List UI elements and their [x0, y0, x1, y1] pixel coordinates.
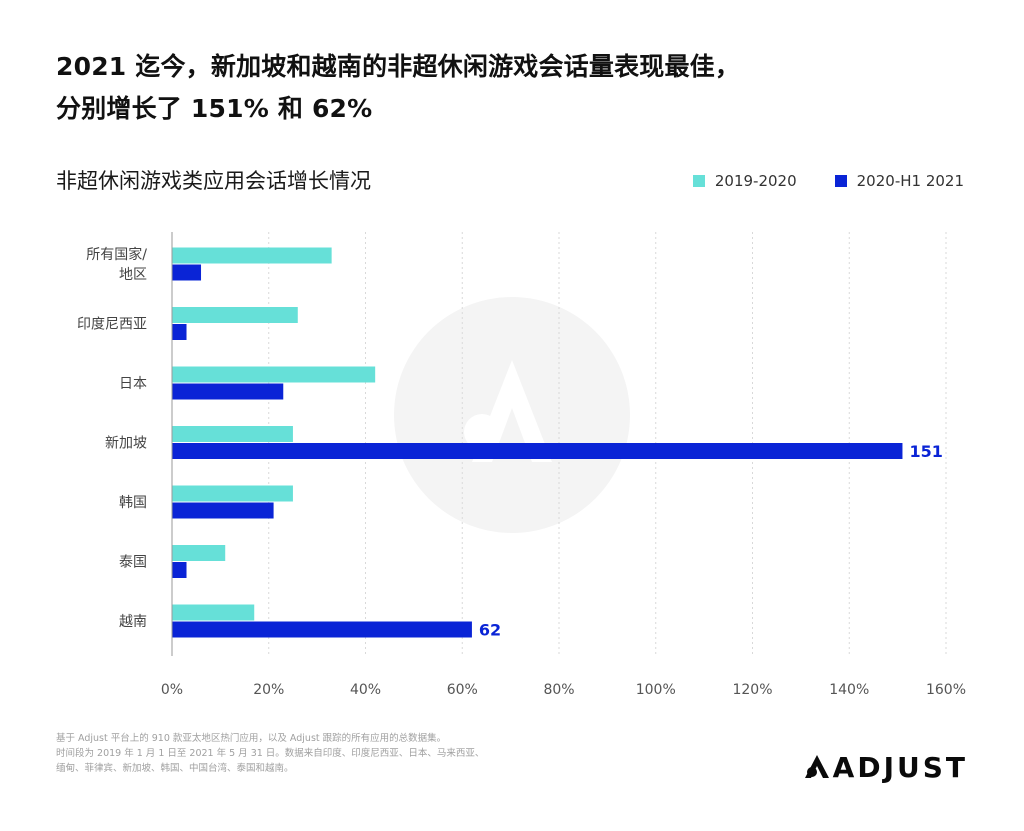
bar — [172, 324, 187, 340]
bar — [172, 307, 298, 323]
bar — [172, 247, 332, 264]
x-tick-label: 160% — [926, 682, 966, 698]
legend-label-2020-h1-2021: 2020-H1 2021 — [856, 172, 964, 190]
adjust-a-icon — [804, 755, 829, 778]
y-category-label: 印度尼西亚 — [77, 317, 147, 333]
legend-item-2019-2020: 2019-2020 — [692, 172, 797, 190]
legend-swatch-2019-2020 — [692, 175, 705, 187]
y-category-label: 越南 — [119, 614, 147, 630]
x-tick-label: 20% — [253, 682, 284, 698]
chart-title: 非超休闲游戏类应用会话增长情况 — [56, 169, 371, 193]
legend-label-2019-2020: 2019-2020 — [714, 172, 797, 190]
bar — [172, 366, 376, 383]
x-tick-label: 80% — [543, 682, 574, 698]
x-tick-label: 40% — [350, 682, 381, 698]
bar — [172, 443, 903, 459]
y-category-label: 地区 — [119, 267, 147, 283]
footnote: 基于 Adjust 平台上的 910 款亚太地区热门应用，以及 Adjust 跟… — [56, 731, 484, 776]
chart-legend: 2019-2020 2020-H1 2021 — [692, 172, 964, 190]
footnote-line-1: 基于 Adjust 平台上的 910 款亚太地区热门应用，以及 Adjust 跟… — [56, 733, 447, 744]
x-tick-label: 140% — [829, 682, 869, 698]
headline: 2021 迄今，新加坡和越南的非超休闲游戏会话量表现最佳， 分别增长了 151%… — [56, 46, 740, 130]
axes: 0% 20% 40% 60% 80% 100% 120% 140% 160% 所有国家/地区印度尼… — [77, 232, 966, 698]
x-tick-label: 120% — [732, 682, 772, 698]
adjust-logo-text: ADJUST — [832, 751, 968, 784]
y-category-label: 日本 — [119, 376, 147, 392]
x-tick-label: 0% — [161, 682, 183, 698]
headline-line-2: 分别增长了 151% 和 62% — [56, 94, 373, 123]
bar — [172, 562, 187, 578]
headline-line-1: 2021 迄今，新加坡和越南的非超休闲游戏会话量表现最佳， — [56, 52, 741, 81]
bar — [172, 604, 255, 621]
footnote-line-2: 时间段为 2019 年 1 月 1 日至 2021 年 5 月 31 日。数据来… — [56, 748, 485, 759]
data-label: 62 — [479, 621, 501, 640]
bar — [172, 545, 226, 561]
y-category-label: 泰国 — [119, 555, 147, 571]
bar — [172, 621, 472, 638]
bar — [172, 264, 202, 281]
x-tick-label: 100% — [636, 682, 676, 698]
legend-item-2020-h1-2021: 2020-H1 2021 — [834, 172, 964, 190]
legend-swatch-2020-h1-2021 — [834, 175, 847, 187]
x-tick-label: 60% — [447, 682, 478, 698]
y-category-label: 所有国家/ — [86, 246, 147, 263]
bar — [172, 383, 284, 400]
y-category-label: 新加坡 — [105, 436, 147, 452]
bars: 151 62 — [172, 247, 943, 640]
bar — [172, 502, 274, 519]
watermark-logo — [394, 297, 630, 533]
data-label: 151 — [909, 442, 942, 461]
y-category-label: 韩国 — [119, 495, 147, 511]
adjust-logo: ADJUST — [803, 748, 968, 788]
bar — [172, 426, 293, 442]
bar — [172, 485, 293, 502]
footnote-line-3: 缅甸、菲律宾、新加坡、韩国、中国台湾、泰国和越南。 — [56, 763, 294, 774]
